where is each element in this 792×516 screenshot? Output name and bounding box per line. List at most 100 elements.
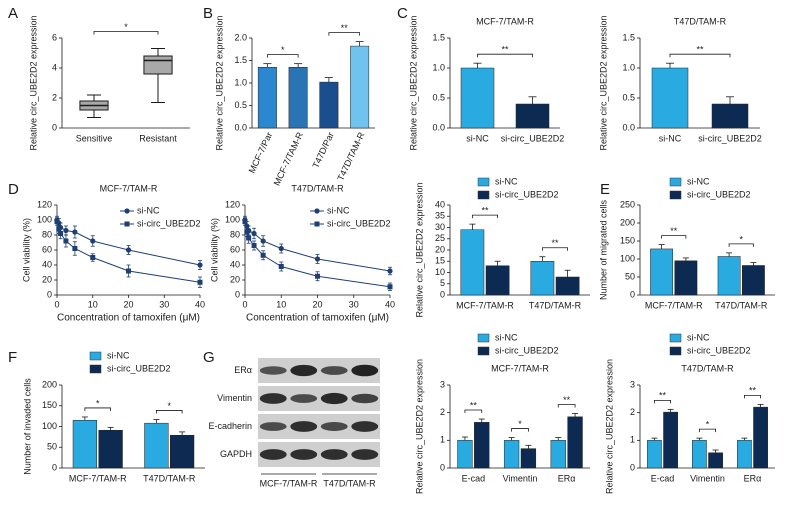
point [197, 262, 203, 268]
legend-label: si-NC [687, 332, 710, 342]
significance-bracket [155, 410, 183, 414]
y-tick-label: 250 [620, 199, 635, 209]
x-tick-label: 0 [54, 299, 59, 309]
legend-marker [314, 208, 320, 214]
y-tick-label: 2.0 [234, 32, 247, 42]
blot-band [259, 422, 287, 431]
significance-label: * [167, 401, 171, 411]
y-tick-label: 6 [52, 32, 57, 42]
x-tick-label: 20 [312, 299, 322, 309]
legend-label: si-circ_UBE2D2 [107, 363, 171, 373]
significance-label: ** [563, 395, 571, 405]
y-tick-label: 0.5 [622, 92, 635, 102]
y-tick-label: 80 [42, 229, 52, 239]
x-tick-label: si-circ_UBE2D2 [698, 133, 762, 143]
blot-column-label: T47D/TAM-R [323, 478, 376, 488]
y-tick-label: 1.0 [432, 62, 445, 72]
x-tick-label: Sensitive [76, 133, 113, 143]
significance-bracket [557, 404, 576, 408]
y-tick-label: 0.0 [234, 122, 247, 132]
y-tick-label: 3 [440, 379, 445, 389]
y-tick-label: 20 [435, 244, 445, 254]
y-tick-label: 100 [225, 214, 240, 224]
legend-label: si-NC [687, 176, 710, 186]
legend-label: si-circ_UBE2D2 [137, 218, 201, 228]
bar [520, 448, 537, 469]
bar [485, 265, 510, 296]
y-axis-label: Relative circ_UBE2D2 expression [28, 15, 38, 150]
legend-label: si-NC [495, 332, 518, 342]
y-axis-label: Number of migrated cells [598, 199, 608, 300]
point [314, 256, 321, 262]
legend-marker [124, 221, 130, 227]
y-tick-label: 0 [440, 289, 445, 299]
bar [72, 420, 98, 469]
y-tick-label: 1 [440, 435, 445, 445]
blot-band [320, 449, 348, 460]
y-tick-label: 100 [37, 214, 52, 224]
blot-row-label: Vimentin [217, 393, 252, 403]
bar [170, 434, 195, 469]
bar [460, 67, 495, 129]
legend-label: si-NC [107, 350, 130, 360]
x-tick-label: Resistant [139, 133, 177, 143]
blot-band [259, 366, 287, 375]
significance-label: ** [696, 45, 704, 55]
point [72, 246, 78, 251]
blot-column-label: MCF-7/TAM-R [260, 478, 318, 488]
point [242, 219, 248, 224]
x-tick-label: 0 [242, 299, 247, 309]
point [72, 229, 78, 235]
significance-bracket [654, 399, 671, 404]
significance-bracket [669, 53, 731, 58]
significance-bracket [542, 247, 568, 251]
point [260, 238, 266, 244]
panel-label: G [203, 349, 215, 366]
chart-title: T47D/TAM-R [291, 183, 344, 193]
x-tick-label: MCF-7/TAM-R [456, 300, 514, 310]
significance-label: * [124, 22, 128, 32]
y-tick-label: 0 [52, 122, 57, 132]
blot-band [320, 392, 348, 405]
box [143, 55, 173, 75]
y-tick-label: 0 [52, 462, 57, 472]
y-tick-label: 20 [230, 274, 240, 284]
panel-label: F [8, 349, 17, 366]
blot-band [259, 393, 287, 404]
chart-title: MCF-7/TAM-R [100, 183, 158, 193]
bar [674, 260, 698, 296]
x-tick-label: 40 [195, 299, 205, 309]
panel-label: E [600, 181, 610, 198]
significance-bracket [661, 235, 687, 239]
bar [144, 422, 169, 469]
x-tick-label: 40 [385, 299, 395, 309]
y-tick-label: 20 [42, 274, 52, 284]
legend-swatch [89, 351, 102, 361]
significance-bracket [464, 409, 483, 414]
significance-label: ** [341, 23, 349, 33]
y-tick-label: 0 [440, 462, 445, 472]
bar [257, 67, 277, 129]
chart-title: T47D/TAM-R [674, 16, 727, 26]
y-tick-label: 80 [230, 229, 240, 239]
point [90, 255, 96, 260]
significance-bracket [477, 53, 533, 58]
significance-bracket [472, 214, 498, 219]
bar [567, 416, 583, 469]
bar [711, 103, 749, 129]
y-tick-label: 10 [435, 267, 445, 277]
legend-label: si-NC [495, 176, 518, 186]
significance-label: * [518, 419, 522, 429]
legend-label: si-circ_UBE2D2 [495, 189, 559, 199]
x-tick-label: Vimentin [690, 473, 725, 483]
y-tick-label: 30 [435, 222, 445, 232]
x-tick-label: 30 [349, 299, 359, 309]
point [197, 279, 203, 285]
blot-band [351, 449, 379, 460]
y-tick-label: 1.5 [234, 55, 247, 65]
point [126, 268, 131, 274]
significance-bracket [744, 394, 761, 399]
y-tick-label: 120 [37, 199, 52, 209]
x-tick-label: T47D/Par [310, 131, 335, 170]
